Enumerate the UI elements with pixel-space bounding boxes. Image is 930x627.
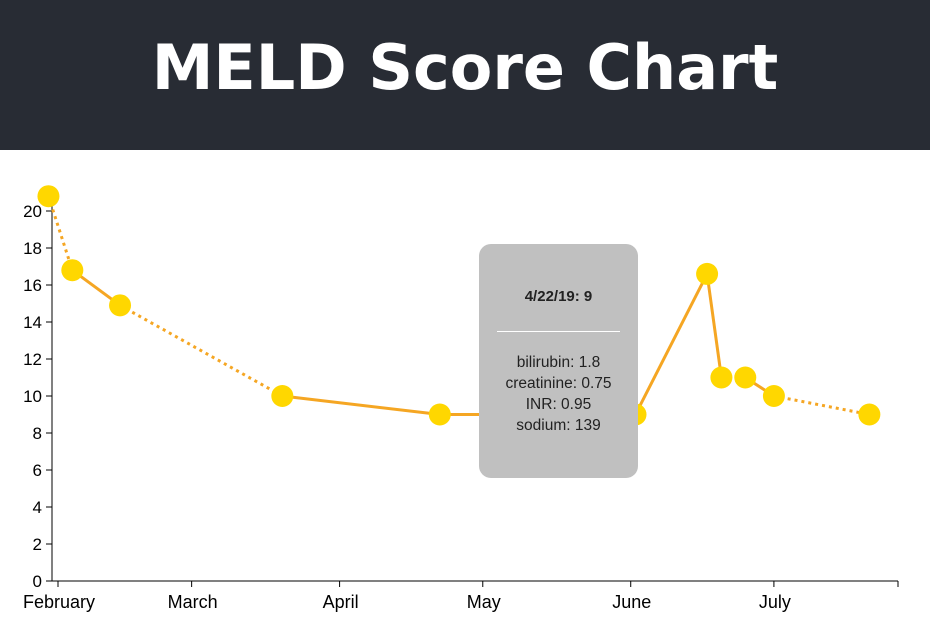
data-point[interactable] <box>37 185 60 208</box>
data-point[interactable] <box>271 385 294 407</box>
data-point[interactable] <box>734 366 757 389</box>
y-tick-label: 10 <box>23 387 42 406</box>
x-tick-label: June <box>612 592 651 612</box>
data-point[interactable] <box>710 366 733 389</box>
y-tick-label: 20 <box>23 202 42 221</box>
x-axis: February March April May June July <box>23 580 899 612</box>
x-tick-label: July <box>759 592 791 612</box>
data-point[interactable] <box>696 262 719 285</box>
chart-area: 0 2 4 6 8 10 12 14 16 18 20 February March April May J… <box>0 150 930 627</box>
y-tick-label: 2 <box>33 535 42 554</box>
data-point[interactable] <box>61 259 84 282</box>
page-title: MELD Score Chart <box>151 30 779 104</box>
data-point[interactable] <box>858 403 881 426</box>
tooltip-bilirubin: bilirubin: 1.8 <box>516 354 601 371</box>
data-tooltip: 4/22/19: 9 bilirubin: 1.8 creatinine: 0.… <box>479 244 638 478</box>
y-axis: 0 2 4 6 8 10 12 14 16 18 20 <box>23 199 53 591</box>
data-point[interactable] <box>762 385 785 407</box>
series-points <box>37 185 881 426</box>
series-segment <box>705 273 723 378</box>
series-segment <box>634 273 709 416</box>
tooltip-sodium: sodium: 139 <box>516 417 601 434</box>
data-point[interactable] <box>109 294 132 317</box>
x-tick-label: May <box>467 592 501 612</box>
y-tick-label: 16 <box>23 276 42 295</box>
series-line <box>47 195 870 416</box>
y-tick-label: 18 <box>23 239 42 258</box>
tooltip-inr: INR: 0.95 <box>525 396 592 413</box>
y-tick-label: 12 <box>23 350 42 369</box>
y-tick-label: 14 <box>23 313 42 332</box>
tooltip-title: 4/22/19: 9 <box>524 288 593 305</box>
x-tick-label: March <box>168 592 218 612</box>
meld-line-chart: 0 2 4 6 8 10 12 14 16 18 20 February March April May J… <box>23 185 899 612</box>
header-bar: MELD Score Chart <box>0 0 930 150</box>
y-tick-label: 0 <box>33 572 42 591</box>
y-tick-label: 6 <box>33 461 42 480</box>
data-point[interactable] <box>428 403 451 426</box>
x-tick-label: February <box>23 592 95 612</box>
series-segment <box>773 394 870 416</box>
y-tick-label: 8 <box>33 424 42 443</box>
y-tick-label: 4 <box>33 498 42 517</box>
tooltip-details: bilirubin: 1.8 creatinine: 0.75 INR: 0.9… <box>479 352 638 436</box>
x-tick-label: April <box>323 592 359 612</box>
series-segment <box>282 394 440 416</box>
series-segment <box>119 304 284 398</box>
series-segment <box>47 195 74 271</box>
tooltip-divider <box>497 331 620 332</box>
tooltip-creatinine: creatinine: 0.75 <box>505 375 612 392</box>
